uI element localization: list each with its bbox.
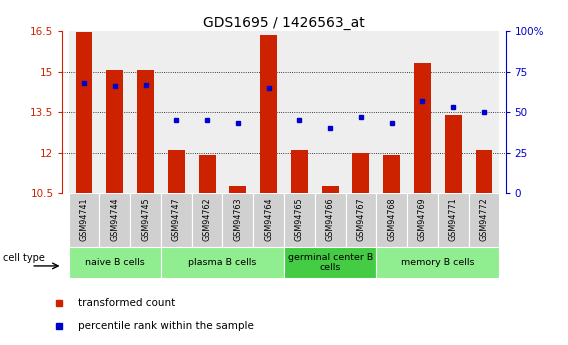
FancyBboxPatch shape: [130, 193, 161, 247]
Text: cell type: cell type: [3, 254, 45, 264]
Text: GSM94744: GSM94744: [110, 197, 119, 241]
Bar: [321, 186, 339, 193]
Bar: [106, 70, 123, 193]
Bar: [353, 152, 369, 193]
Text: GSM94764: GSM94764: [264, 197, 273, 241]
Bar: [475, 150, 492, 193]
Bar: [315, 31, 345, 193]
FancyBboxPatch shape: [376, 247, 499, 278]
FancyBboxPatch shape: [69, 193, 99, 247]
FancyBboxPatch shape: [99, 193, 130, 247]
Bar: [168, 150, 185, 193]
Bar: [161, 31, 191, 193]
Text: transformed count: transformed count: [78, 298, 176, 308]
FancyBboxPatch shape: [469, 193, 499, 247]
FancyBboxPatch shape: [407, 193, 438, 247]
Text: GSM94772: GSM94772: [479, 197, 488, 241]
Title: GDS1695 / 1426563_at: GDS1695 / 1426563_at: [203, 16, 365, 30]
Bar: [223, 31, 253, 193]
FancyBboxPatch shape: [253, 193, 284, 247]
Bar: [414, 63, 431, 193]
Text: GSM94771: GSM94771: [449, 197, 458, 241]
FancyBboxPatch shape: [284, 247, 376, 278]
Bar: [69, 31, 99, 193]
Bar: [253, 31, 284, 193]
FancyBboxPatch shape: [438, 193, 469, 247]
Bar: [137, 70, 154, 193]
FancyBboxPatch shape: [161, 193, 191, 247]
Text: GSM94745: GSM94745: [141, 197, 150, 241]
Text: GSM94768: GSM94768: [387, 197, 396, 241]
Bar: [445, 115, 462, 193]
Bar: [229, 186, 247, 193]
Bar: [130, 31, 161, 193]
Bar: [260, 35, 277, 193]
Bar: [191, 31, 223, 193]
Text: percentile rank within the sample: percentile rank within the sample: [78, 321, 254, 331]
Bar: [469, 31, 499, 193]
Text: GSM94762: GSM94762: [203, 197, 212, 241]
FancyBboxPatch shape: [223, 193, 253, 247]
FancyBboxPatch shape: [345, 193, 376, 247]
Bar: [383, 155, 400, 193]
Text: GSM94769: GSM94769: [418, 197, 427, 241]
Text: GSM94741: GSM94741: [80, 197, 89, 241]
Bar: [407, 31, 438, 193]
Bar: [99, 31, 130, 193]
FancyBboxPatch shape: [161, 247, 284, 278]
Text: naive B cells: naive B cells: [85, 258, 145, 267]
Bar: [199, 155, 215, 193]
Text: GSM94765: GSM94765: [295, 197, 304, 241]
Bar: [345, 31, 376, 193]
FancyBboxPatch shape: [315, 193, 345, 247]
FancyBboxPatch shape: [284, 193, 315, 247]
Text: plasma B cells: plasma B cells: [188, 258, 257, 267]
FancyBboxPatch shape: [191, 193, 223, 247]
Bar: [291, 150, 308, 193]
Text: GSM94767: GSM94767: [356, 197, 365, 241]
Bar: [76, 32, 93, 193]
Bar: [438, 31, 469, 193]
Text: germinal center B
cells: germinal center B cells: [287, 253, 373, 272]
Text: GSM94747: GSM94747: [172, 197, 181, 241]
Text: GSM94766: GSM94766: [325, 197, 335, 241]
Text: memory B cells: memory B cells: [401, 258, 475, 267]
FancyBboxPatch shape: [376, 193, 407, 247]
Bar: [376, 31, 407, 193]
FancyBboxPatch shape: [69, 247, 161, 278]
Text: GSM94763: GSM94763: [233, 197, 243, 241]
Bar: [284, 31, 315, 193]
